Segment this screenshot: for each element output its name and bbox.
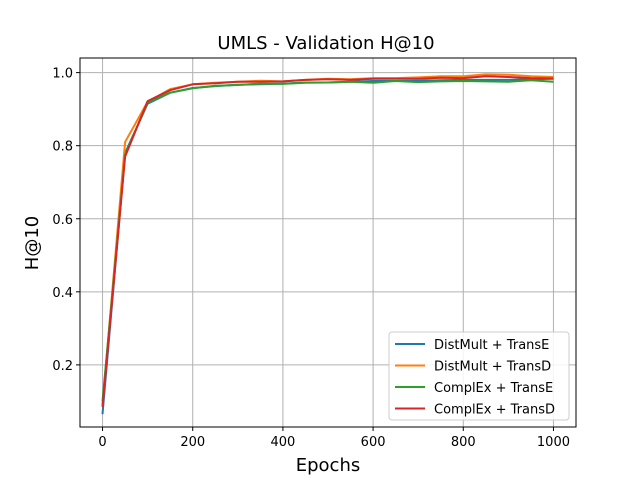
- series-lines: [101, 73, 554, 415]
- grid: [80, 58, 576, 427]
- legend-label: DistMult + TransD: [434, 360, 551, 375]
- legend-box: [388, 331, 570, 421]
- legend-label: ComplEx + TransE: [434, 381, 553, 396]
- series-line: [101, 79, 554, 402]
- legend-label: ComplEx + TransD: [434, 403, 555, 418]
- y-tick-label: 0.6: [52, 213, 73, 228]
- x-tick-label: 200: [180, 435, 205, 450]
- x-axis-label: Epochs: [296, 455, 361, 476]
- legend: DistMult + TransE DistMult + TransD ComplE…: [388, 331, 570, 421]
- legend-label: DistMult + TransE: [434, 338, 549, 353]
- y-tick-label: 0.8: [52, 140, 73, 155]
- plot-frame: [79, 57, 577, 428]
- y-tick-label: 0.4: [52, 286, 73, 301]
- ticks: 0 200 400 600 800 1000 0.2 0.4 0.6 0.8 1.0: [52, 67, 570, 450]
- x-tick-label: 1000: [537, 435, 570, 450]
- y-tick-label: 1.0: [52, 67, 73, 82]
- series-line: [101, 75, 554, 407]
- x-tick-label: 400: [270, 435, 295, 450]
- x-tick-label: 600: [361, 435, 386, 450]
- y-tick-label: 0.2: [52, 359, 73, 374]
- chart-title: UMLS - Validation H@10: [217, 33, 434, 54]
- y-axis-label: H@10: [22, 216, 43, 270]
- x-tick-label: 800: [451, 435, 476, 450]
- x-tick-label: 0: [98, 435, 106, 450]
